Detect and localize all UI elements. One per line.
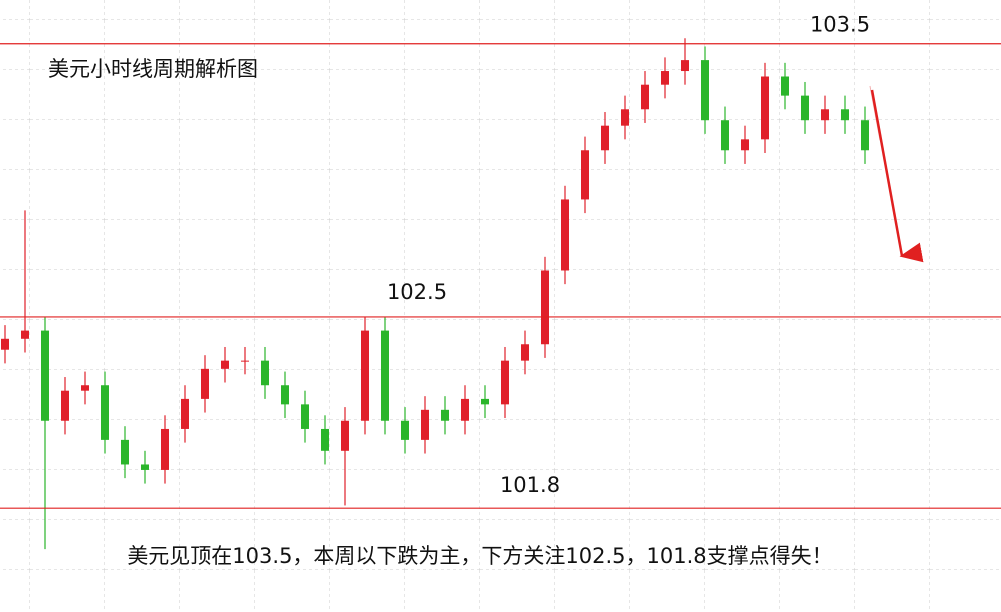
candle-body [441, 409, 449, 421]
candle-body [841, 109, 849, 121]
level-label: 103.5 [810, 13, 870, 37]
candle-body [721, 120, 729, 151]
candle-body [581, 150, 589, 200]
candle-body [621, 109, 629, 126]
candle-body [421, 409, 429, 440]
candle-body [661, 71, 669, 85]
candle-body [261, 360, 269, 386]
candle-body [161, 428, 169, 470]
footnote: 美元见顶在103.5，本周以下跌为主，下方关注102.5，101.8支撑点得失！ [127, 544, 832, 568]
candle-body [121, 439, 129, 465]
candle-body [821, 109, 829, 121]
candle-body [561, 199, 569, 271]
candle-body [221, 360, 229, 369]
candle-body [701, 60, 709, 121]
candle-body [341, 420, 349, 451]
candle-body [521, 344, 529, 361]
candle-body [501, 360, 509, 405]
candle-body [461, 398, 469, 421]
candle-body [681, 60, 689, 72]
candle-body [641, 84, 649, 110]
candle-body [241, 360, 249, 362]
candle-body [481, 398, 489, 405]
candle-body [861, 120, 869, 151]
candle-body [361, 330, 369, 421]
candle-body [101, 385, 109, 440]
candle-body [401, 420, 409, 440]
candle-body [301, 404, 309, 429]
candle-body [741, 139, 749, 151]
candle-body [41, 330, 49, 421]
down-arrow [870, 89, 924, 263]
candle-body [281, 385, 289, 405]
chart-title: 美元小时线周期解析图 [48, 57, 258, 81]
candle-body [381, 330, 389, 421]
candles [1, 38, 869, 550]
candle-body [21, 330, 29, 339]
level-label: 102.5 [387, 280, 447, 304]
candle-body [1, 338, 9, 350]
candle-body [541, 270, 549, 345]
candle-body [81, 385, 89, 391]
candle-body [801, 95, 809, 121]
candle-body [61, 390, 69, 421]
candle-body [781, 76, 789, 96]
candle-body [601, 125, 609, 151]
candle-body [321, 428, 329, 451]
candle-body [761, 76, 769, 140]
candle-body [201, 368, 209, 399]
level-label: 101.8 [500, 473, 560, 497]
candle-body [141, 464, 149, 470]
candle-body [181, 398, 189, 429]
